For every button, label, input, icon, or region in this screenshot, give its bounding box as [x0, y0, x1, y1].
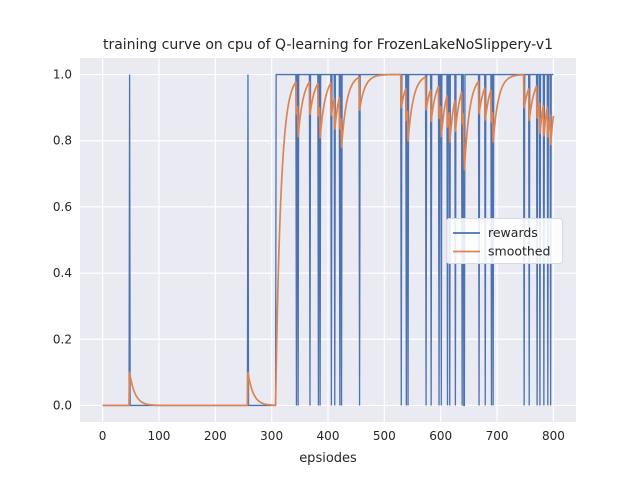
smoothed-series	[102, 73, 555, 407]
x-tick-label: 400	[317, 429, 340, 443]
x-tick-label: 600	[429, 429, 452, 443]
x-tick-label: 100	[147, 429, 170, 443]
y-tick-label: 0.2	[53, 332, 72, 346]
x-tick-label: 200	[204, 429, 227, 443]
legend-label-smoothed: smoothed	[488, 244, 550, 259]
x-tick-label: 300	[260, 429, 283, 443]
y-tick-label: 0.8	[53, 134, 72, 148]
y-tick-label: 0.0	[53, 398, 72, 412]
x-tick-label: 500	[373, 429, 396, 443]
smoothed-line	[102, 73, 555, 407]
legend: rewards smoothed	[446, 218, 563, 264]
y-tick-label: 0.4	[53, 266, 72, 280]
legend-label-rewards: rewards	[488, 225, 538, 240]
x-tick-label: 800	[542, 429, 565, 443]
x-tick-label: 0	[99, 429, 107, 443]
x-tick-label: 700	[486, 429, 509, 443]
y-axis-tick-labels: 0.0 0.2 0.4 0.6 0.8 1.0	[53, 68, 72, 413]
x-axis-label: epsiodes	[299, 451, 357, 466]
y-tick-label: 1.0	[53, 68, 72, 82]
x-axis-tick-labels: 0 100 200 300 400 500 600 700 800	[99, 429, 565, 443]
chart-title: training curve on cpu of Q-learning for …	[103, 37, 553, 53]
y-tick-label: 0.6	[53, 200, 72, 214]
